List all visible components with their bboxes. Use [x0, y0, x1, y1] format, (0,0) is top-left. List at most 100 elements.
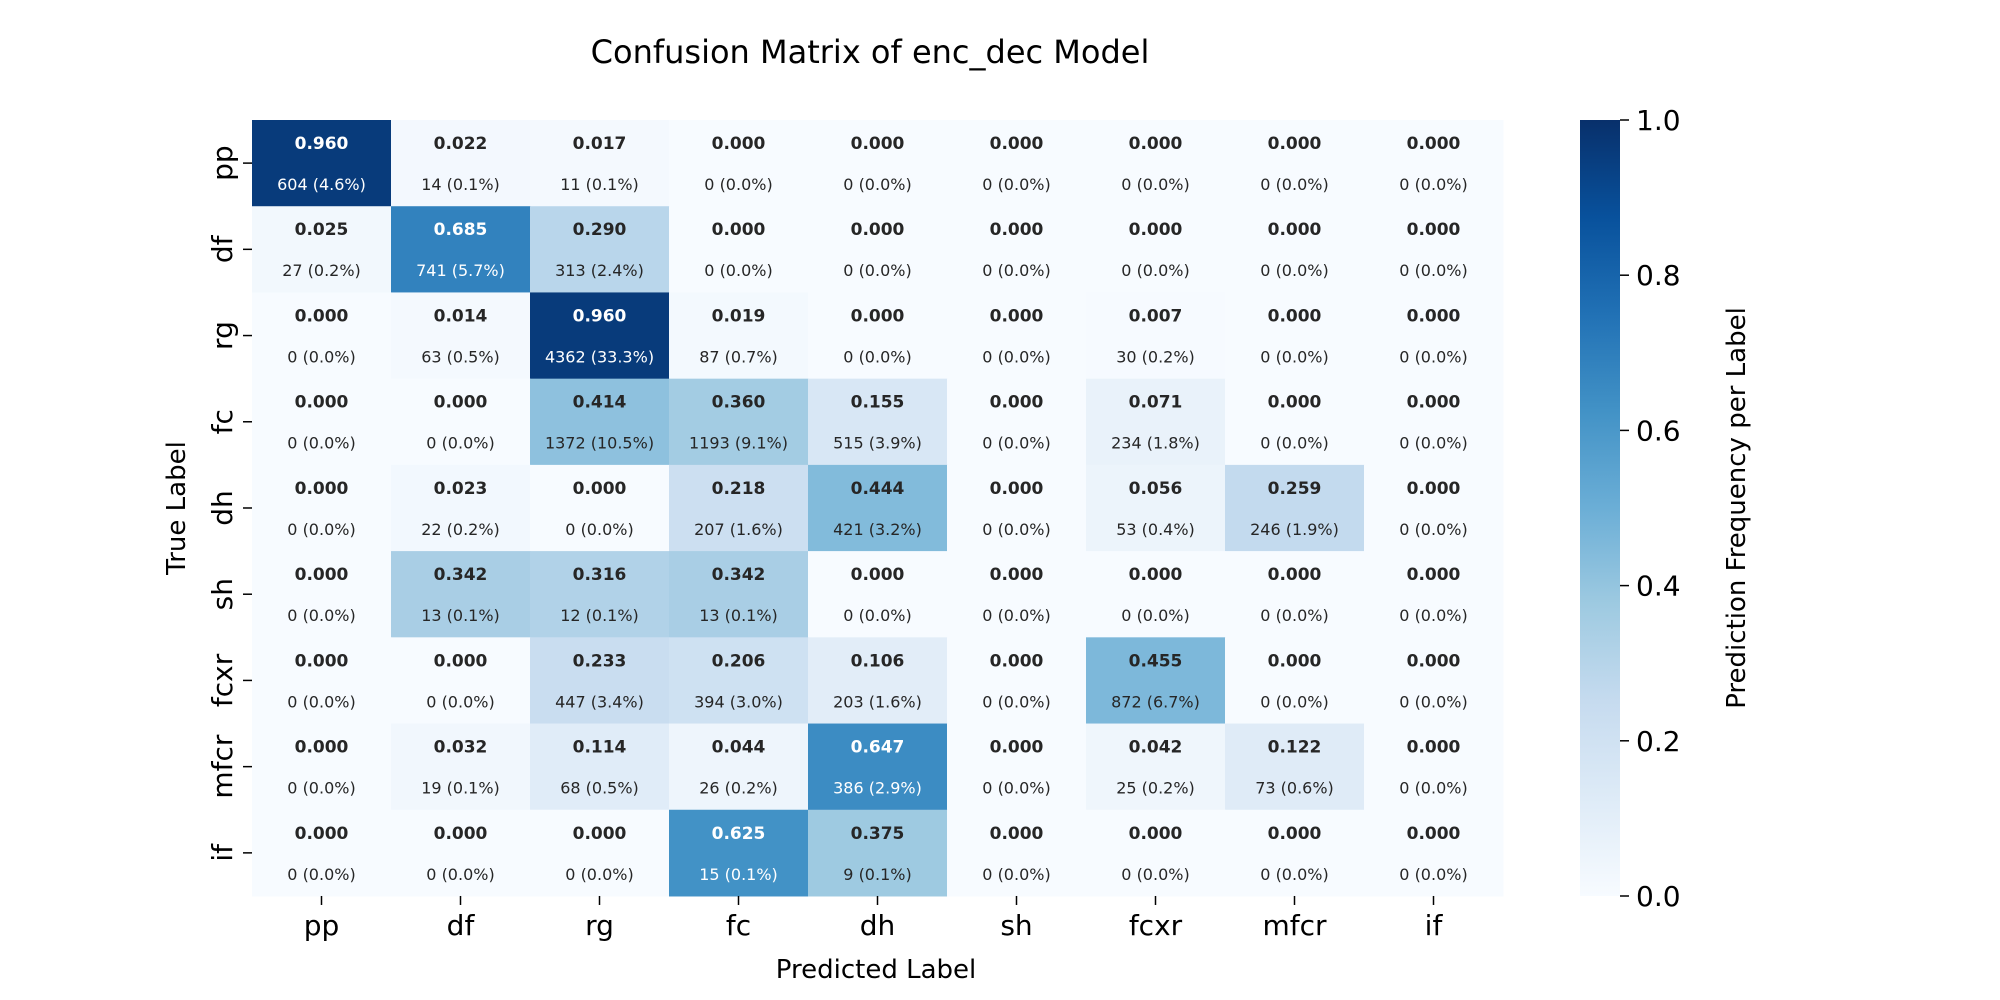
- heatmap-cell: [391, 637, 531, 725]
- cell-proportion-label: 0.000: [295, 738, 349, 758]
- heatmap-cells: [252, 120, 1504, 897]
- cell-proportion-label: 0.259: [1268, 479, 1322, 499]
- cell-count-label: 741 (5.7%): [416, 261, 505, 280]
- cell-proportion-label: 0.000: [1407, 220, 1461, 240]
- cell-count-label: 0 (0.0%): [287, 779, 355, 798]
- heatmap-cell: [252, 378, 392, 466]
- cell-proportion-label: 0.000: [434, 393, 488, 413]
- cell-proportion-label: 0.000: [1268, 220, 1322, 240]
- cell-proportion-label: 0.000: [851, 220, 905, 240]
- cell-count-label: 0 (0.0%): [982, 434, 1050, 453]
- heatmap-cell: [391, 120, 531, 207]
- y-axis: pp df rg fc dh sh fcxr mfcr if: [206, 145, 252, 862]
- heatmap-cell: [669, 378, 809, 466]
- cell-proportion-label: 0.000: [1407, 393, 1461, 413]
- y-tick-label: sh: [206, 578, 239, 610]
- colorbar-label: Prediction Frequency per Label: [1722, 307, 1752, 709]
- cell-count-label: 0 (0.0%): [982, 347, 1050, 366]
- cell-count-label: 26 (0.2%): [699, 779, 778, 798]
- heatmap-cell: [947, 120, 1087, 207]
- cell-proportion-label: 0.000: [1129, 824, 1183, 844]
- cell-count-label: 14 (0.1%): [421, 175, 500, 194]
- heatmap-cell: [252, 723, 392, 811]
- cell-count-label: 203 (1.6%): [833, 692, 922, 711]
- cell-count-label: 19 (0.1%): [421, 779, 500, 798]
- y-axis-label: True Label: [162, 441, 192, 576]
- cell-count-label: 15 (0.1%): [699, 865, 778, 884]
- colorbar-tick-label: 0.0: [1636, 880, 1681, 913]
- cell-proportion-label: 0.000: [851, 306, 905, 326]
- heatmap-cell: [947, 464, 1087, 552]
- heatmap-cell: [1364, 723, 1504, 811]
- cell-proportion-label: 0.000: [295, 824, 349, 844]
- heatmap-cell: [1086, 723, 1226, 811]
- cell-proportion-label: 0.042: [1129, 738, 1183, 758]
- cell-proportion-label: 0.360: [712, 393, 766, 413]
- heatmap-cell: [530, 464, 670, 552]
- cell-count-label: 0 (0.0%): [1399, 261, 1467, 280]
- cell-count-label: 0 (0.0%): [1260, 175, 1328, 194]
- cell-proportion-label: 0.233: [573, 651, 627, 671]
- heatmap-cell: [1225, 292, 1365, 380]
- cell-proportion-label: 0.000: [1407, 651, 1461, 671]
- heatmap-cell: [1364, 637, 1504, 725]
- cell-proportion-label: 0.218: [712, 479, 766, 499]
- cell-proportion-label: 0.000: [1407, 479, 1461, 499]
- cell-proportion-label: 0.647: [851, 738, 905, 758]
- y-tick-label: fcxr: [206, 653, 239, 707]
- heatmap-cell: [669, 120, 809, 207]
- heatmap-cell: [1086, 809, 1226, 897]
- heatmap-cell: [808, 637, 948, 725]
- cell-count-label: 22 (0.2%): [421, 520, 500, 539]
- heatmap-cell: [947, 637, 1087, 725]
- cell-count-label: 0 (0.0%): [1399, 520, 1467, 539]
- cell-proportion-label: 0.444: [851, 479, 905, 499]
- cell-count-label: 0 (0.0%): [426, 692, 494, 711]
- heatmap-cell: [530, 120, 670, 207]
- cell-proportion-label: 0.000: [990, 824, 1044, 844]
- heatmap-cell: [252, 637, 392, 725]
- cell-proportion-label: 0.000: [712, 220, 766, 240]
- cell-count-label: 447 (3.4%): [555, 692, 644, 711]
- cell-proportion-label: 0.000: [1268, 134, 1322, 154]
- cell-count-label: 27 (0.2%): [282, 261, 361, 280]
- cell-count-label: 0 (0.0%): [982, 606, 1050, 625]
- cell-proportion-label: 0.375: [851, 824, 905, 844]
- heatmap-cell: [252, 464, 392, 552]
- cell-count-label: 0 (0.0%): [287, 434, 355, 453]
- heatmap-cell: [1086, 637, 1226, 725]
- heatmap-cell: [1225, 464, 1365, 552]
- cell-proportion-label: 0.000: [573, 479, 627, 499]
- cell-proportion-label: 0.022: [434, 134, 488, 154]
- heatmap-cell: [947, 292, 1087, 380]
- cell-count-label: 515 (3.9%): [833, 434, 922, 453]
- cell-count-label: 0 (0.0%): [843, 261, 911, 280]
- cell-count-label: 0 (0.0%): [1260, 865, 1328, 884]
- heatmap-cell: [1225, 551, 1365, 638]
- cell-count-label: 87 (0.7%): [699, 347, 778, 366]
- heatmap-cell: [669, 292, 809, 380]
- cell-proportion-label: 0.000: [851, 134, 905, 154]
- cell-count-label: 11 (0.1%): [560, 175, 639, 194]
- cell-count-label: 386 (2.9%): [833, 779, 922, 798]
- y-tick-label: if: [206, 843, 239, 862]
- cell-proportion-label: 0.025: [295, 220, 349, 240]
- cell-count-label: 68 (0.5%): [560, 779, 639, 798]
- cell-proportion-label: 0.000: [1129, 134, 1183, 154]
- cell-count-label: 0 (0.0%): [1260, 434, 1328, 453]
- y-tick-label: rg: [206, 321, 239, 350]
- heatmap-cell: [1364, 206, 1504, 293]
- heatmap-cell: [1086, 378, 1226, 466]
- heatmap-cell: [530, 809, 670, 897]
- colorbar-tick-label: 0.4: [1636, 570, 1681, 603]
- heatmap-cell: [530, 637, 670, 725]
- cell-proportion-label: 0.000: [1407, 134, 1461, 154]
- cell-proportion-label: 0.960: [573, 306, 627, 326]
- y-tick-label: dh: [206, 490, 239, 526]
- cell-count-label: 421 (3.2%): [833, 520, 922, 539]
- heatmap-cell: [252, 206, 392, 293]
- x-tick-label: df: [447, 909, 476, 942]
- cell-count-label: 234 (1.8%): [1111, 434, 1200, 453]
- cell-proportion-label: 0.122: [1268, 738, 1322, 758]
- heatmap-cell: [947, 551, 1087, 638]
